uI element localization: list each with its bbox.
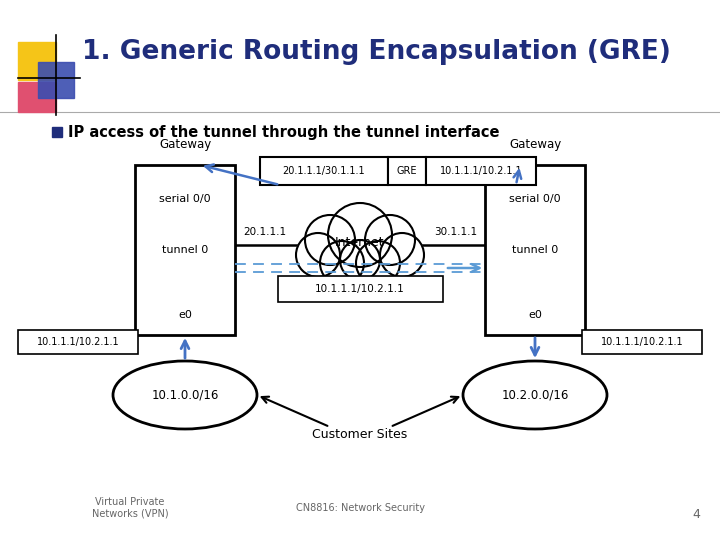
- Text: e0: e0: [178, 309, 192, 320]
- Text: tunnel 0: tunnel 0: [162, 245, 208, 255]
- Text: 20.1.1.1/30.1.1.1: 20.1.1.1/30.1.1.1: [283, 166, 365, 176]
- Text: serial 0/0: serial 0/0: [159, 194, 211, 204]
- Bar: [38, 62, 74, 98]
- Circle shape: [340, 240, 380, 280]
- Text: 20.1.1.1: 20.1.1.1: [243, 227, 286, 237]
- Circle shape: [356, 241, 400, 285]
- Text: 4: 4: [692, 509, 700, 522]
- Circle shape: [365, 215, 415, 265]
- Text: 10.1.1.1/10.2.1.1: 10.1.1.1/10.2.1.1: [600, 337, 683, 347]
- Text: 30.1.1.1: 30.1.1.1: [434, 227, 477, 237]
- Bar: [18, 42, 56, 80]
- Circle shape: [296, 233, 340, 277]
- Bar: [135, 165, 235, 335]
- Text: 10.1.1.1/10.2.1.1: 10.1.1.1/10.2.1.1: [37, 337, 120, 347]
- Bar: [18, 82, 56, 112]
- Bar: [388, 157, 426, 185]
- Text: 10.1.1.1/10.2.1.1: 10.1.1.1/10.2.1.1: [315, 284, 405, 294]
- Bar: [52, 127, 62, 137]
- Text: 10.1.1.1/10.2.1.1: 10.1.1.1/10.2.1.1: [440, 166, 522, 176]
- Circle shape: [320, 241, 364, 285]
- Text: e0: e0: [528, 309, 542, 320]
- Text: IP access of the tunnel through the tunnel interface: IP access of the tunnel through the tunn…: [68, 125, 500, 139]
- Text: serial 0/0: serial 0/0: [509, 194, 561, 204]
- Circle shape: [328, 203, 392, 267]
- Text: GRE: GRE: [397, 166, 418, 176]
- Ellipse shape: [113, 361, 257, 429]
- Bar: [18, 330, 138, 354]
- Text: Gateway: Gateway: [509, 138, 561, 151]
- Bar: [582, 330, 702, 354]
- Text: CN8816: Network Security: CN8816: Network Security: [295, 503, 425, 513]
- Text: 1. Generic Routing Encapsulation (GRE): 1. Generic Routing Encapsulation (GRE): [82, 39, 671, 65]
- Circle shape: [305, 215, 355, 265]
- Text: Gateway: Gateway: [159, 138, 211, 151]
- Text: Virtual Private
Networks (VPN): Virtual Private Networks (VPN): [91, 497, 168, 519]
- Circle shape: [380, 233, 424, 277]
- Text: Customer Sites: Customer Sites: [312, 429, 408, 442]
- Text: tunnel 0: tunnel 0: [512, 245, 558, 255]
- Bar: [426, 157, 536, 185]
- Text: Internet: Internet: [336, 237, 384, 249]
- Bar: [277, 276, 443, 302]
- Bar: [260, 157, 388, 185]
- Text: 10.1.0.0/16: 10.1.0.0/16: [151, 388, 219, 402]
- Bar: [485, 165, 585, 335]
- Text: 10.2.0.0/16: 10.2.0.0/16: [501, 388, 569, 402]
- Ellipse shape: [463, 361, 607, 429]
